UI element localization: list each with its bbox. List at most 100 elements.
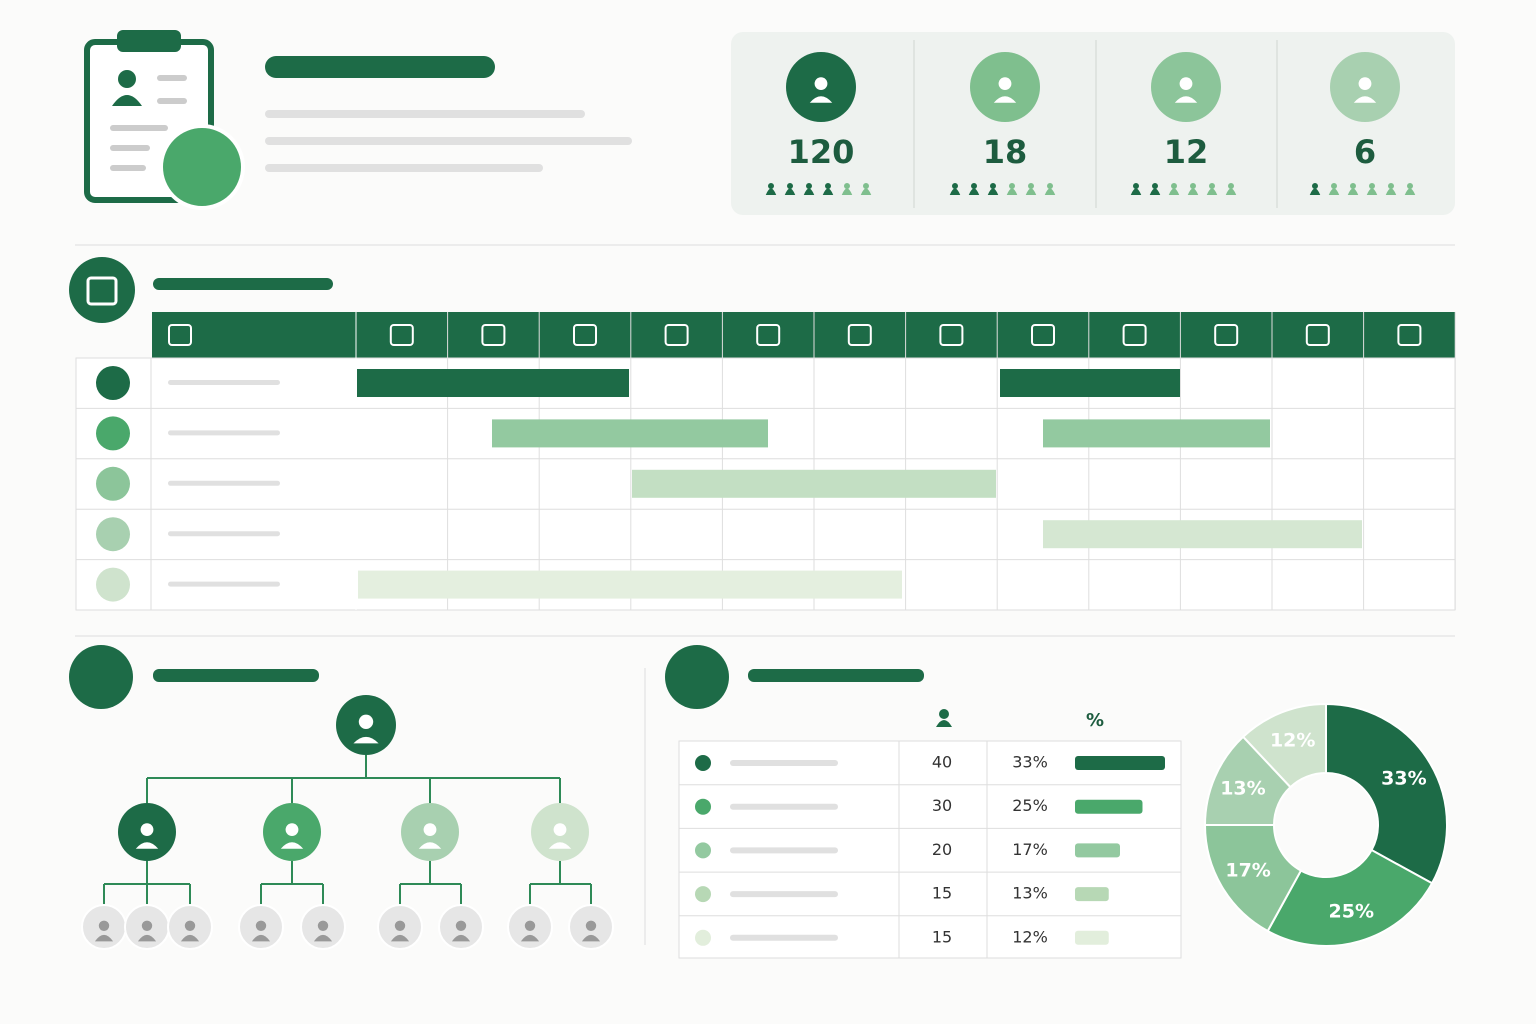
clipboard-person bbox=[118, 70, 136, 88]
count-header-icon-body bbox=[936, 720, 952, 727]
person-body bbox=[1385, 188, 1397, 195]
donut-slice bbox=[1203, 824, 1303, 933]
title-placeholder bbox=[153, 669, 319, 682]
row-dot bbox=[695, 929, 711, 946]
text-placeholder bbox=[265, 137, 632, 145]
gantt-bar bbox=[1043, 520, 1362, 549]
row-count: 15 bbox=[932, 927, 952, 946]
person-head bbox=[317, 920, 329, 931]
person-head bbox=[184, 920, 196, 931]
gantt-bar bbox=[632, 469, 996, 498]
person-head bbox=[825, 183, 831, 189]
person-head bbox=[814, 77, 828, 90]
team-icon bbox=[665, 645, 729, 709]
person-body bbox=[94, 934, 114, 942]
clipboard-person-body bbox=[112, 95, 142, 106]
row-dot bbox=[695, 755, 711, 771]
person-body bbox=[1168, 188, 1180, 195]
row-icon bbox=[96, 567, 130, 602]
person-head bbox=[952, 183, 958, 189]
person-body bbox=[180, 934, 200, 942]
person-head bbox=[787, 183, 793, 189]
clipboard-clip bbox=[117, 30, 181, 52]
calendar-icon bbox=[168, 324, 192, 346]
person-body bbox=[1006, 188, 1018, 195]
stat-value: 18 bbox=[983, 133, 1028, 171]
person-head bbox=[285, 823, 299, 836]
person-body bbox=[809, 96, 833, 103]
calendar-icon bbox=[573, 324, 597, 346]
row-icon bbox=[96, 466, 130, 501]
row-pct: 25% bbox=[1012, 796, 1048, 815]
row-label-placeholder bbox=[168, 480, 280, 486]
calendar-icon bbox=[847, 324, 872, 346]
person-body bbox=[987, 188, 999, 195]
row-label-placeholder bbox=[168, 531, 280, 537]
calendar-icon bbox=[1214, 324, 1239, 346]
person-body bbox=[353, 736, 379, 744]
row-pct: 17% bbox=[1012, 840, 1048, 859]
calendar-icon bbox=[1305, 324, 1330, 346]
person-head bbox=[98, 920, 110, 931]
person-body bbox=[1353, 96, 1377, 103]
row-pct: 13% bbox=[1012, 884, 1048, 903]
gantt-bar bbox=[357, 369, 629, 397]
row-label-placeholder bbox=[168, 380, 280, 385]
row-label-placeholder bbox=[730, 803, 838, 810]
person-body bbox=[1130, 188, 1142, 195]
person-head bbox=[1358, 77, 1372, 90]
person-body bbox=[548, 842, 572, 849]
row-bar bbox=[1075, 887, 1109, 902]
row-count: 15 bbox=[932, 884, 952, 903]
org-icon bbox=[69, 645, 133, 709]
row-label-placeholder bbox=[730, 760, 838, 766]
row-label-placeholder bbox=[168, 430, 280, 436]
row-pct: 12% bbox=[1012, 927, 1048, 946]
calendar-icon bbox=[1031, 324, 1055, 346]
person-body bbox=[968, 188, 980, 195]
gantt-bar bbox=[492, 419, 768, 448]
person-body bbox=[313, 934, 333, 942]
person-head bbox=[394, 920, 406, 931]
person-head bbox=[553, 823, 567, 836]
person-body bbox=[841, 188, 853, 195]
donut-slice bbox=[1266, 848, 1434, 947]
person-head bbox=[806, 183, 812, 189]
text-placeholder bbox=[265, 164, 543, 172]
calendar-icon bbox=[389, 324, 414, 346]
person-head bbox=[971, 183, 977, 189]
donut-label: 12% bbox=[1270, 729, 1315, 751]
person-head bbox=[1369, 183, 1375, 189]
title-placeholder bbox=[153, 278, 333, 290]
donut-label: 25% bbox=[1329, 900, 1374, 922]
person-head bbox=[455, 920, 467, 931]
person-head bbox=[1228, 183, 1234, 189]
person-head bbox=[524, 920, 536, 931]
person-body bbox=[1404, 188, 1416, 195]
person-head bbox=[1171, 183, 1177, 189]
row-bar bbox=[1075, 930, 1109, 945]
stat-value: 6 bbox=[1354, 133, 1376, 171]
person-body bbox=[1174, 96, 1198, 103]
person-head bbox=[1179, 77, 1193, 90]
calendar-icon bbox=[1397, 324, 1422, 346]
gantt-header bbox=[152, 312, 1455, 358]
person-head bbox=[423, 823, 437, 836]
calendar-icon bbox=[664, 324, 689, 346]
person-head bbox=[998, 77, 1012, 90]
clipboard-line bbox=[110, 145, 150, 151]
person-body bbox=[1149, 188, 1161, 195]
text-placeholder bbox=[265, 110, 585, 118]
person-body bbox=[251, 934, 271, 942]
person-body bbox=[784, 188, 796, 195]
person-body bbox=[860, 188, 872, 195]
person-body bbox=[520, 934, 540, 942]
person-head bbox=[1388, 183, 1394, 189]
person-body bbox=[765, 188, 777, 195]
person-body bbox=[949, 188, 961, 195]
person-body bbox=[1366, 188, 1378, 195]
schedule-icon bbox=[69, 257, 135, 323]
person-body bbox=[418, 842, 442, 849]
